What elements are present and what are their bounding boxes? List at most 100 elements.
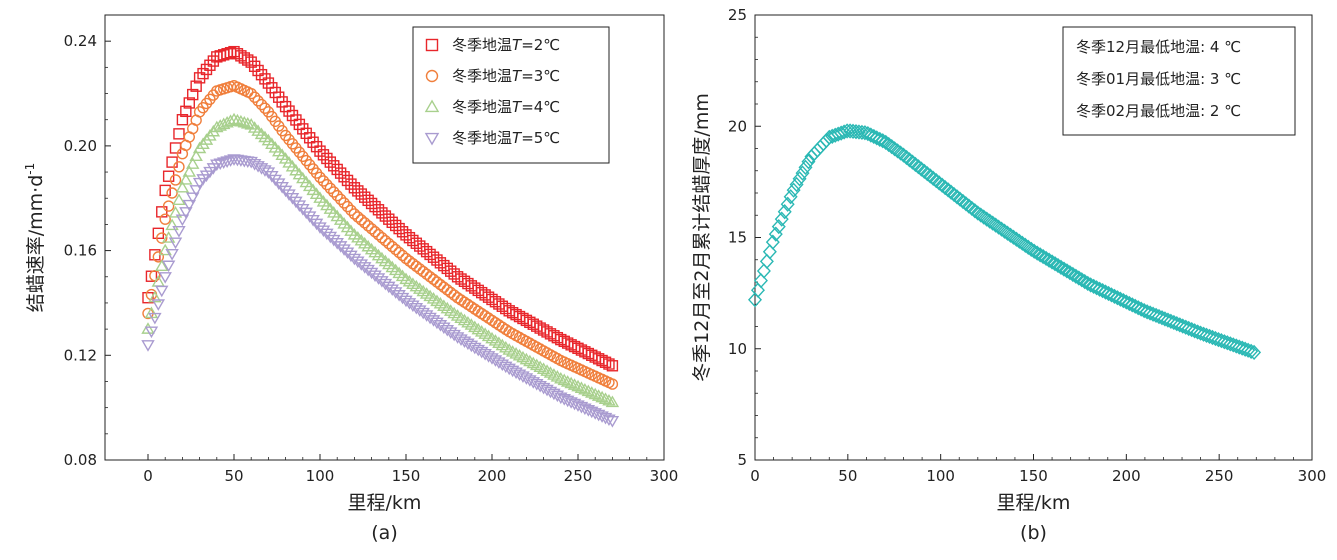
data-point — [502, 363, 516, 376]
data-point — [1051, 257, 1066, 274]
legend-label: 冬季12月最低地温: 4 ℃ — [1076, 38, 1241, 56]
data-point — [330, 238, 344, 250]
data-point — [365, 197, 378, 210]
data-point — [156, 232, 168, 244]
data-point — [547, 368, 561, 380]
data-point — [173, 128, 185, 140]
data-point — [819, 132, 834, 149]
plot-frame — [104, 14, 665, 461]
y-axis-label: 结蜡速率/mm·d-1 — [23, 163, 47, 313]
data-point — [1247, 344, 1262, 361]
data-point — [512, 348, 527, 361]
data-point — [248, 91, 261, 103]
data-point — [365, 223, 378, 235]
y-axis-label: 冬季12月至2月累计结蜡厚度/mm — [691, 93, 713, 382]
data-point — [228, 45, 240, 58]
data-point — [372, 229, 385, 241]
data-point — [789, 176, 804, 193]
data-point — [516, 350, 530, 363]
data-point — [393, 222, 405, 235]
legend-marker — [425, 38, 439, 52]
data-point — [358, 262, 372, 274]
data-point — [220, 156, 234, 168]
data-point — [186, 157, 200, 169]
data-point — [1065, 266, 1080, 283]
data-point — [324, 156, 337, 168]
data-point — [560, 375, 575, 387]
data-point — [252, 95, 264, 107]
data-point — [175, 180, 190, 193]
data-point — [531, 320, 543, 332]
data-point — [997, 223, 1012, 239]
data-point — [1068, 268, 1083, 284]
data-point — [383, 213, 395, 225]
data-point — [149, 270, 161, 282]
data-point — [1071, 270, 1086, 286]
data-point — [534, 322, 546, 334]
data-point — [351, 256, 365, 269]
data-point — [345, 178, 357, 190]
data-point — [1012, 233, 1027, 249]
data-point — [378, 278, 393, 291]
data-point — [1053, 259, 1068, 275]
data-point — [237, 115, 252, 128]
data-point — [982, 213, 997, 229]
y-tick-label: 20 — [728, 117, 747, 135]
data-point — [159, 184, 171, 197]
panel-caption: (a) — [371, 522, 397, 544]
data-point — [505, 365, 520, 378]
data-point — [234, 114, 248, 127]
data-point — [554, 371, 568, 384]
data-point — [341, 200, 354, 213]
data-point — [500, 302, 512, 315]
data-point — [314, 171, 326, 183]
data-point — [241, 116, 255, 129]
data-point — [526, 377, 540, 389]
data-point — [259, 102, 271, 114]
data-point — [510, 308, 522, 321]
data-point — [175, 214, 190, 227]
data-point — [537, 324, 550, 336]
data-point — [331, 163, 343, 176]
data-point — [1021, 239, 1036, 255]
data-point — [296, 204, 310, 216]
panel-b-chart: 0 50 100 150 200 250 300 5 10 15 20 25 里程/km (b) 冬季12月… — [691, 6, 1326, 544]
data-point — [499, 361, 513, 374]
data-point — [165, 218, 179, 231]
data-point — [337, 244, 351, 256]
data-point — [161, 231, 176, 243]
panel-a-chart: 0 50 100 150 200 250 300 0.08 0.12 0.16 0.20 0.24 里程… — [23, 14, 678, 544]
data-point — [557, 373, 571, 386]
data-point — [389, 219, 402, 232]
data-point — [1244, 343, 1259, 359]
data-point — [166, 156, 178, 168]
data-point — [180, 105, 192, 118]
data-point — [376, 207, 388, 219]
data-point — [540, 384, 554, 397]
data-point — [386, 240, 398, 253]
data-point — [396, 226, 409, 238]
data-point — [321, 178, 333, 191]
data-point — [142, 292, 154, 304]
data-point — [1006, 229, 1021, 245]
data-point — [383, 237, 395, 250]
data-point — [151, 299, 166, 311]
data-point — [313, 222, 327, 234]
x-tick-label: 300 — [1298, 467, 1327, 485]
data-point — [1027, 243, 1042, 259]
data-point — [348, 208, 361, 220]
data-point — [519, 352, 534, 365]
data-point — [328, 186, 340, 198]
data-point — [393, 246, 405, 259]
data-point — [1056, 261, 1071, 277]
data-point — [893, 145, 908, 161]
data-point — [389, 243, 402, 256]
data-point — [213, 158, 227, 171]
data-point — [970, 205, 985, 221]
data-point — [884, 138, 899, 155]
data-point — [190, 80, 202, 92]
data-point — [567, 378, 582, 390]
y-tick-label: 10 — [728, 340, 747, 358]
data-point — [182, 199, 196, 212]
data-point — [798, 159, 813, 176]
